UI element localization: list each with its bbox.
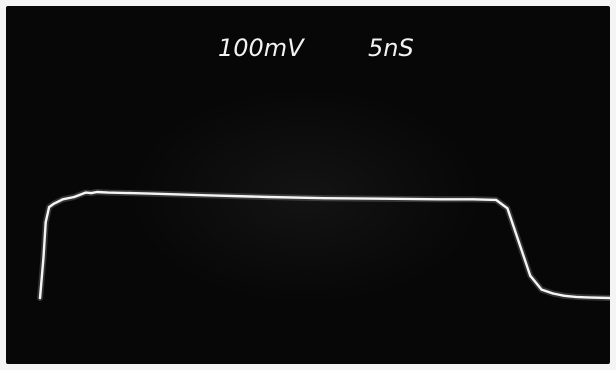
trace-point [494, 198, 498, 201]
trace-point [540, 288, 543, 291]
trace-point [529, 274, 532, 277]
time-per-div-readout: 5nS [368, 34, 414, 62]
trace-point [563, 294, 566, 297]
waveform-plot [37, 189, 610, 301]
trace-point [130, 192, 133, 195]
trace-point [152, 192, 156, 195]
trace-point [90, 192, 93, 195]
trace-group [37, 189, 610, 301]
trace-point [323, 197, 327, 200]
trace-point [209, 194, 213, 197]
volts-per-div-readout: 100mV [218, 34, 304, 62]
trace-point [437, 198, 441, 201]
trace-point [42, 257, 45, 260]
trace-point [48, 206, 51, 209]
trace-point [608, 296, 610, 300]
trace-point [95, 190, 99, 194]
trace-point [52, 202, 55, 205]
trace-point [380, 197, 384, 200]
oscilloscope-screen: 100mV 5nS [6, 6, 610, 364]
screen-glow [126, 86, 486, 306]
trace-glow-0 [37, 189, 610, 301]
trace-point [586, 296, 589, 299]
trace-point [517, 240, 520, 243]
trace-point [44, 221, 47, 224]
trace-point [551, 292, 555, 295]
trace-point [266, 195, 270, 199]
trace-point [61, 198, 64, 201]
trace-point [73, 195, 76, 199]
trace-point [506, 207, 509, 210]
trace-point [38, 296, 42, 300]
trace-point [84, 191, 87, 194]
trace-point [574, 295, 577, 298]
trace-point [107, 191, 110, 194]
trace-point [472, 198, 475, 201]
waveform-trace-0 [38, 190, 610, 300]
